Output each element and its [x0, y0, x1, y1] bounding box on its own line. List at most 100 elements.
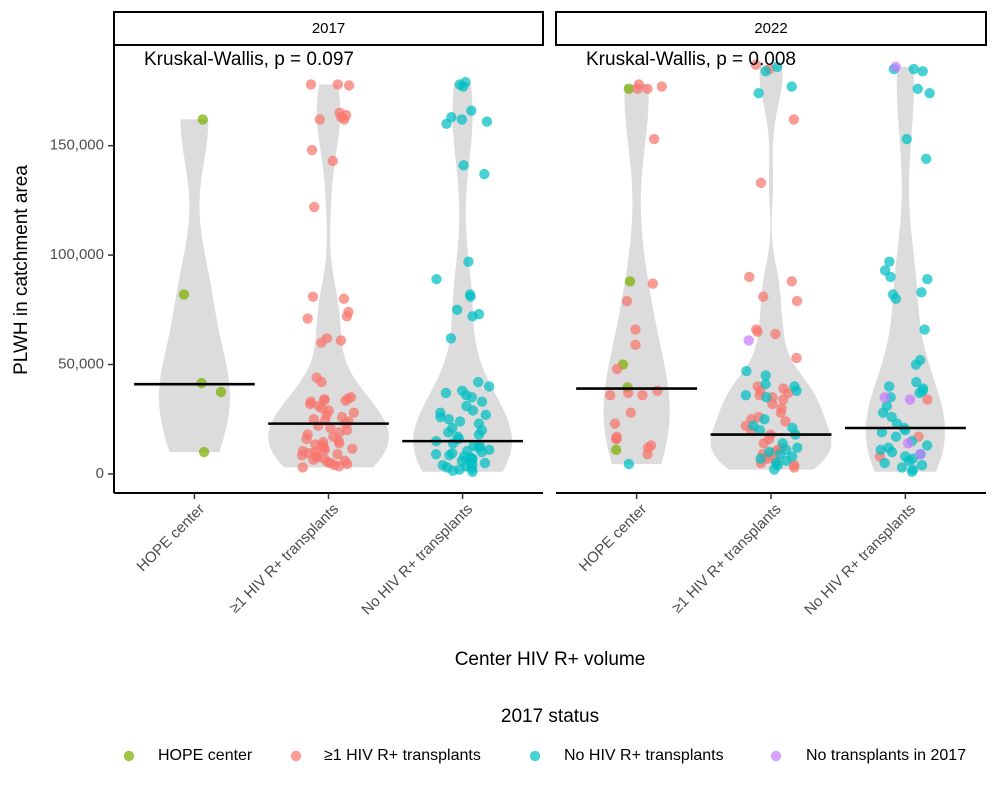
point [752, 326, 763, 337]
point [920, 153, 932, 165]
point [623, 387, 634, 399]
x-tick-label: ≥1 HIV R+ transplants [226, 501, 342, 617]
point [754, 424, 766, 436]
point [301, 433, 312, 445]
point [919, 324, 930, 335]
legend-swatch [290, 750, 302, 762]
point [791, 352, 802, 364]
point [910, 359, 922, 370]
point [637, 389, 648, 401]
y-tick-label: 0 [96, 465, 104, 482]
legend-swatch [770, 750, 782, 762]
point [741, 365, 752, 377]
point [609, 418, 621, 429]
legend-label: No transplants in 2017 [806, 747, 966, 764]
point [916, 287, 927, 298]
point [632, 83, 643, 94]
point [481, 116, 493, 127]
legend-label: No HIV R+ transplants [564, 747, 724, 764]
legend-label: ≥1 HIV R+ transplants [324, 747, 481, 764]
annotation: Kruskal-Wallis, p = 0.008 [586, 49, 796, 70]
point [444, 450, 455, 461]
violin [710, 64, 832, 470]
point [788, 462, 800, 473]
point [447, 438, 459, 449]
point [906, 466, 918, 477]
point [890, 431, 902, 442]
point [791, 385, 802, 396]
point [642, 449, 653, 460]
point [483, 381, 495, 392]
point [786, 276, 797, 287]
legend-title: 2017 status [501, 706, 599, 727]
point [347, 443, 358, 454]
point [647, 278, 658, 289]
point [334, 438, 345, 449]
point [755, 177, 767, 189]
point [755, 453, 766, 464]
point [457, 81, 469, 92]
point [922, 394, 933, 405]
legend-swatch [123, 750, 135, 762]
point [458, 160, 469, 171]
point [916, 460, 928, 471]
point [792, 442, 803, 453]
point [750, 59, 762, 70]
point [466, 392, 478, 403]
strip-label: 2022 [754, 20, 787, 37]
point [623, 458, 635, 470]
point [476, 446, 488, 458]
point [902, 438, 914, 449]
point [479, 457, 491, 469]
point [630, 324, 641, 335]
point [314, 114, 325, 125]
point [625, 407, 636, 418]
strip [113, 11, 544, 46]
point [778, 394, 789, 405]
point [467, 405, 479, 416]
point [791, 295, 803, 307]
point [877, 407, 889, 418]
point [332, 79, 343, 90]
point [914, 387, 925, 399]
violin [865, 66, 946, 472]
point [624, 276, 636, 287]
point [604, 389, 616, 401]
point [341, 424, 353, 436]
point [885, 271, 896, 283]
point [775, 407, 787, 418]
point [899, 424, 911, 436]
x-axis-title: Center HIV R+ volume [455, 649, 646, 670]
point [305, 79, 317, 90]
point [890, 293, 902, 305]
point [884, 256, 895, 267]
point [476, 396, 488, 407]
point [656, 81, 668, 92]
point [473, 376, 484, 388]
point [922, 273, 933, 285]
x-tick-label: HOPE center [134, 501, 209, 576]
point [340, 395, 351, 406]
point [876, 427, 888, 438]
legend-swatch [529, 750, 541, 762]
point [178, 289, 190, 300]
point [319, 444, 330, 456]
point [743, 335, 754, 346]
violin [268, 84, 389, 468]
point [465, 291, 476, 302]
point [451, 304, 463, 316]
point [904, 394, 916, 405]
point [623, 83, 635, 94]
point [621, 295, 633, 307]
point [901, 133, 912, 145]
point [744, 271, 755, 283]
point [308, 454, 319, 465]
point [339, 114, 350, 125]
point [440, 387, 452, 399]
point [611, 433, 622, 445]
point [759, 414, 770, 425]
point [304, 398, 316, 410]
point [921, 440, 933, 451]
point [912, 83, 923, 94]
